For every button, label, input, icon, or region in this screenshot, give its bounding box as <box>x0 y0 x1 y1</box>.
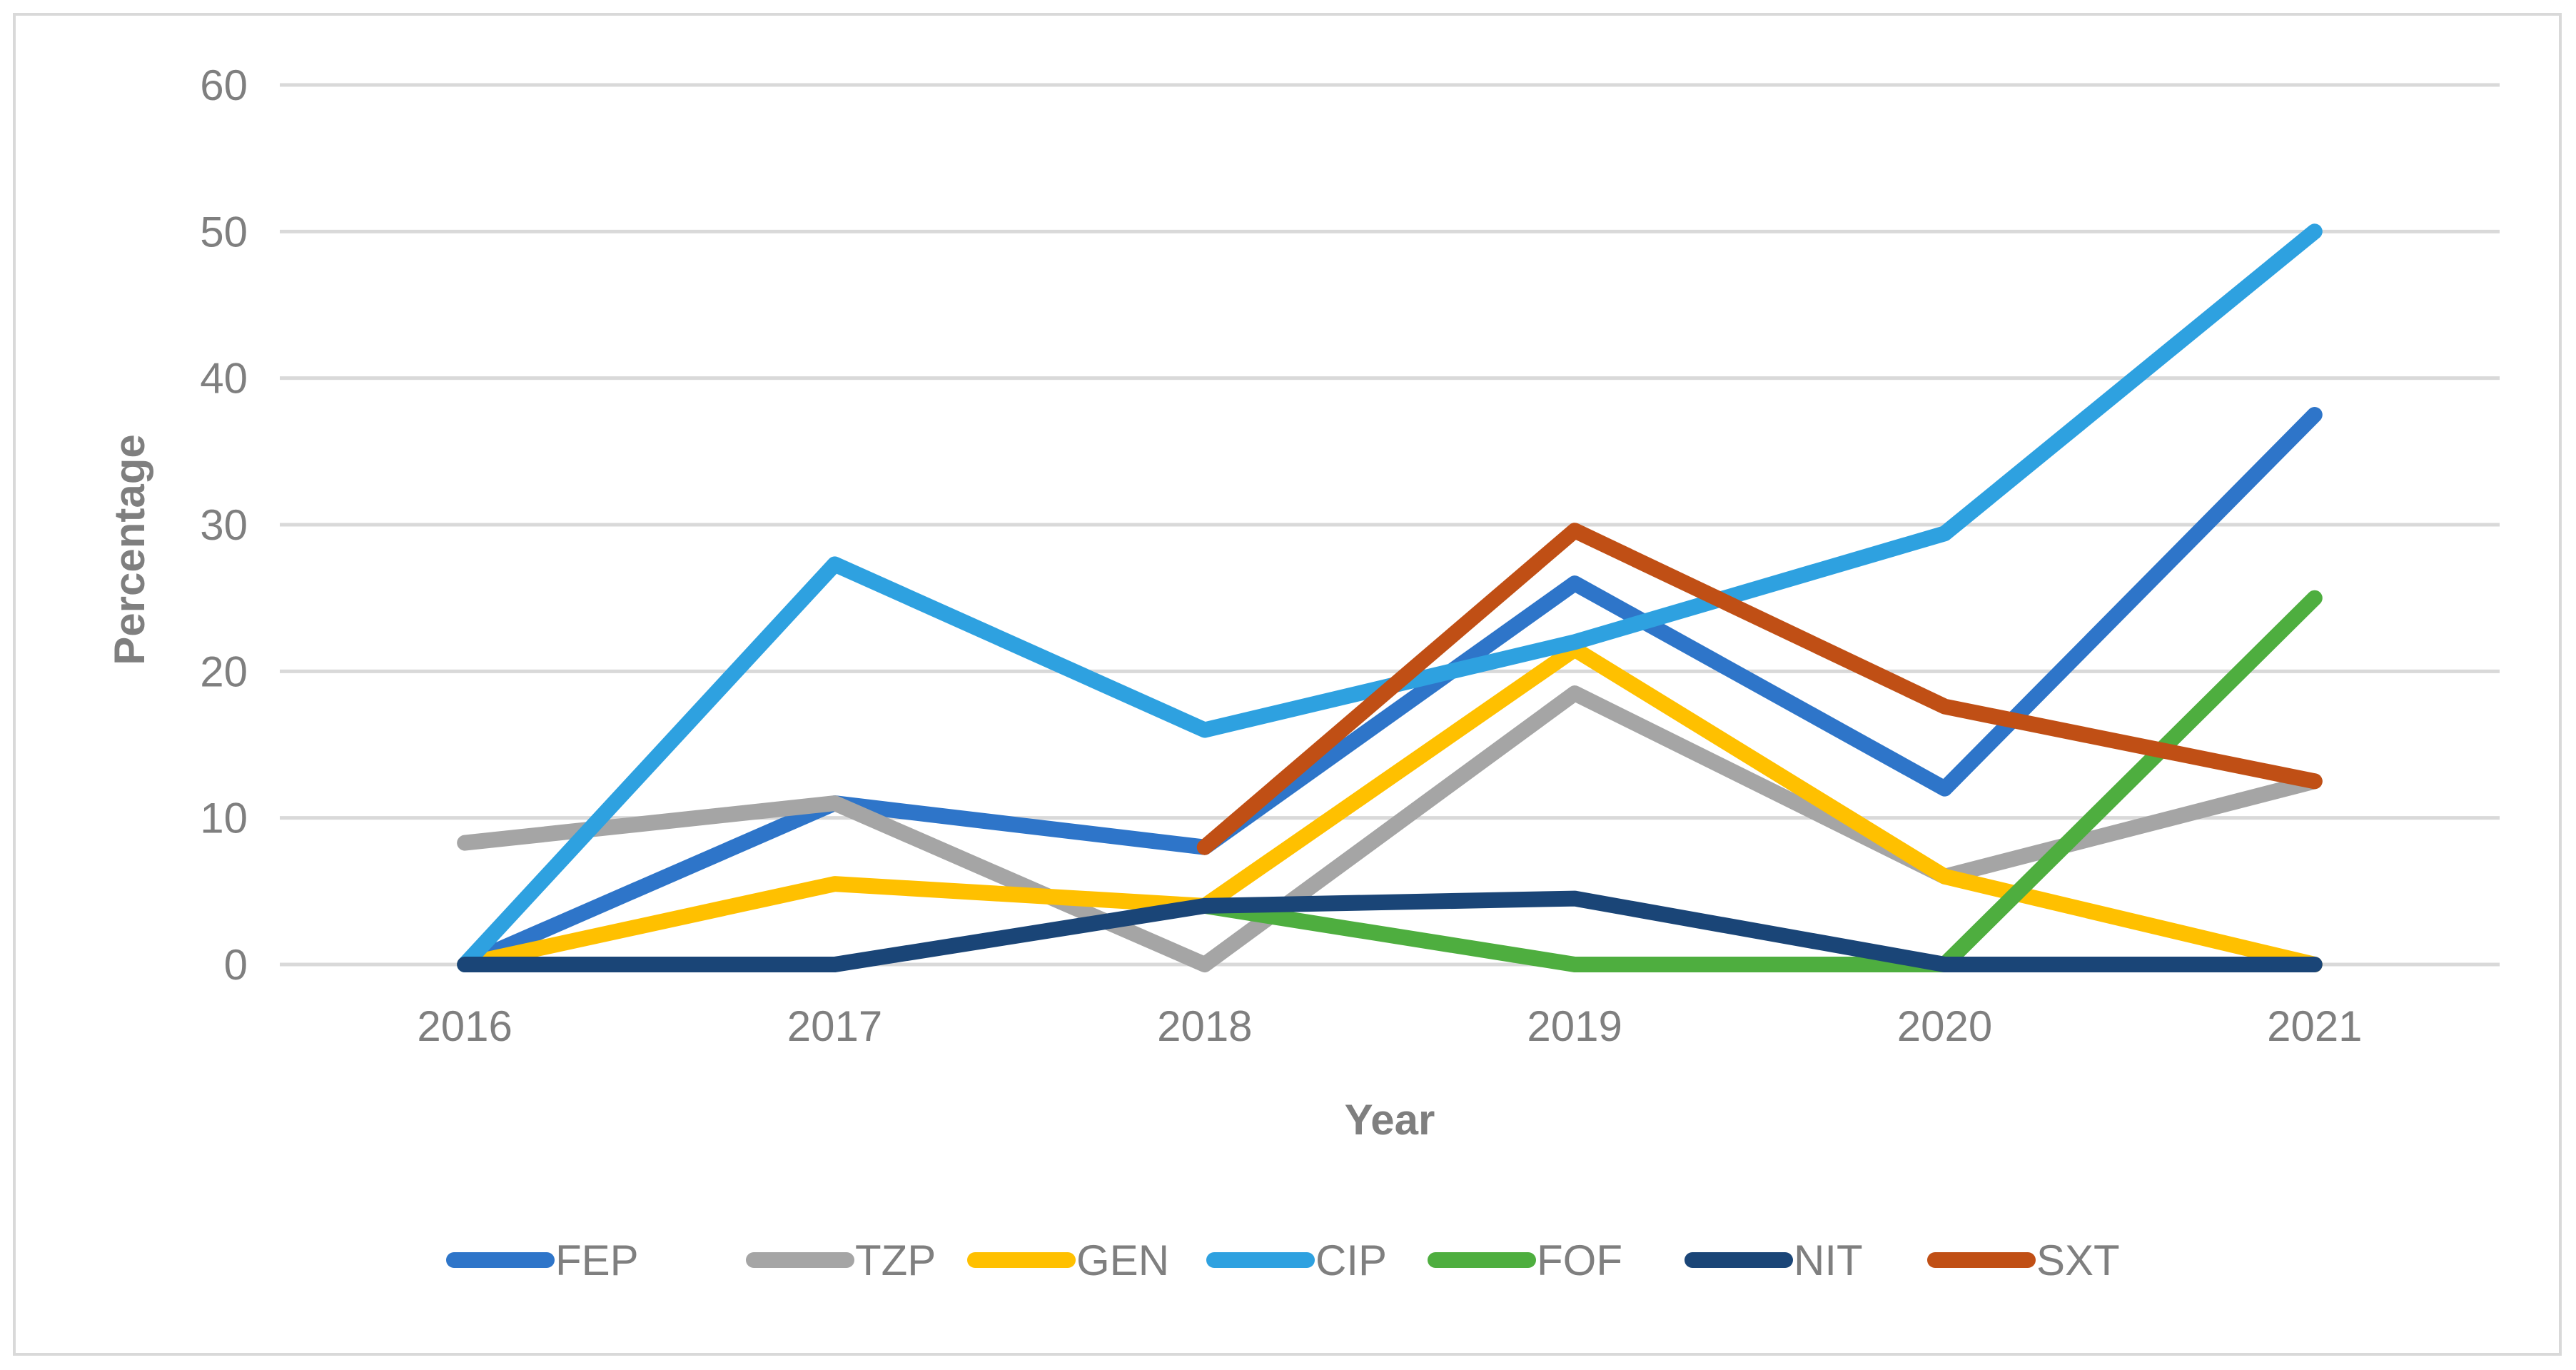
legend-label: GEN <box>1076 1236 1169 1284</box>
y-tick-label: 20 <box>200 648 248 695</box>
legend-item-cip: CIP <box>1206 1236 1387 1284</box>
legend-label: CIP <box>1315 1236 1387 1284</box>
x-tick-label: 2020 <box>1897 1002 1992 1050</box>
legend-label: NIT <box>1794 1236 1863 1284</box>
legend-label: FOF <box>1537 1236 1622 1284</box>
y-axis-tick-labels: 0 10 20 30 40 50 60 <box>200 61 248 989</box>
y-axis-title: Percentage <box>106 434 153 665</box>
legend: FEP TZP GEN CIP FOF NIT SXT <box>446 1236 2120 1284</box>
y-tick-label: 50 <box>200 208 248 256</box>
x-tick-label: 2016 <box>417 1002 512 1050</box>
legend-item-tzp: TZP <box>746 1236 936 1284</box>
x-tick-label: 2021 <box>2267 1002 2362 1050</box>
y-tick-label: 10 <box>200 795 248 842</box>
y-tick-label: 30 <box>200 501 248 549</box>
x-axis-tick-labels: 2016 2017 2018 2019 2020 2021 <box>417 1002 2362 1050</box>
x-tick-label: 2019 <box>1527 1002 1622 1050</box>
series-lines <box>457 223 2323 972</box>
legend-item-nit: NIT <box>1684 1236 1863 1284</box>
y-tick-label: 60 <box>200 61 248 109</box>
y-tick-label: 0 <box>224 941 248 989</box>
line-chart: 0 10 20 30 40 50 60 2016 2017 2018 2019 2020 2021 Y… <box>106 61 2500 1284</box>
legend-item-fep: FEP <box>446 1236 639 1284</box>
series-line-nit <box>457 890 2323 972</box>
x-tick-label: 2018 <box>1157 1002 1252 1050</box>
legend-item-fof: FOF <box>1428 1236 1622 1284</box>
legend-label: TZP <box>855 1236 936 1284</box>
y-tick-label: 40 <box>200 355 248 403</box>
x-axis-title: Year <box>1345 1096 1435 1144</box>
series-line-tzp <box>457 685 2323 972</box>
legend-label: SXT <box>2036 1236 2120 1284</box>
series-line-sxt <box>1196 523 2323 855</box>
legend-item-gen: GEN <box>967 1236 1169 1284</box>
legend-item-sxt: SXT <box>1927 1236 2120 1284</box>
chart-frame: 0 10 20 30 40 50 60 2016 2017 2018 2019 2020 2021 Y… <box>13 13 2562 1356</box>
series-line-gen <box>457 641 2323 972</box>
series-line-fof <box>1196 590 2323 972</box>
x-tick-label: 2017 <box>787 1002 882 1050</box>
legend-label: FEP <box>555 1236 639 1284</box>
